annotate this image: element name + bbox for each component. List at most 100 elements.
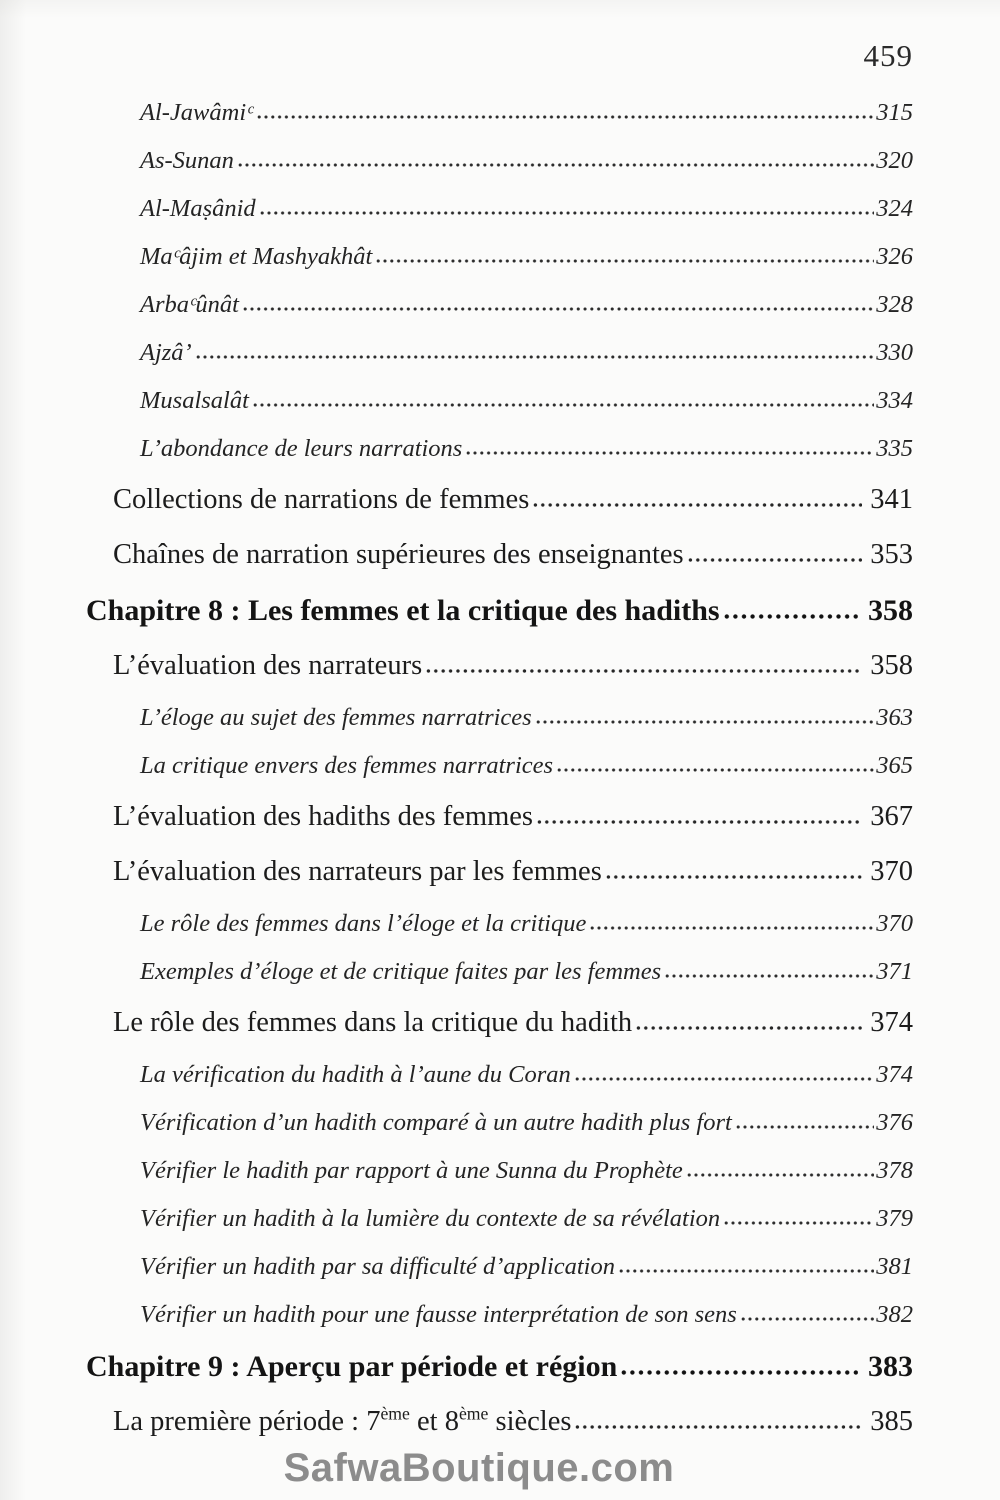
dot-leader xyxy=(686,1157,875,1178)
toc-entry: Collections de narrations de femmes 341 xyxy=(86,483,913,516)
toc-entry-label: Musalsalât xyxy=(140,387,249,414)
toc-entry-label: Chapitre 9 : Aperçu par période et régio… xyxy=(86,1350,618,1383)
toc-entry: Exemples d’éloge et de critique faites p… xyxy=(86,958,913,986)
toc-entry-label: Vérifier un hadith à la lumière du conte… xyxy=(140,1205,721,1232)
toc-entry-label: Le rôle des femmes dans l’éloge et la cr… xyxy=(140,910,587,937)
toc-entry-page: 370 xyxy=(870,856,913,887)
toc-entry-label: Vérifier un hadith par sa difficulté d’a… xyxy=(140,1253,615,1280)
toc-entry: L’évaluation des narrateurs 358 xyxy=(86,649,913,682)
dot-leader xyxy=(740,1301,875,1322)
toc-entry-page: 379 xyxy=(876,1205,913,1232)
dot-leader xyxy=(252,387,875,408)
toc-entry: Chapitre 8 : Les femmes et la critique d… xyxy=(86,593,913,628)
toc-entry-page: 353 xyxy=(870,539,913,570)
toc-entry-label: Arbaᶜûnât xyxy=(140,291,239,318)
toc-entry: Ajzâ’ 330 xyxy=(86,339,913,367)
toc-entry: Le rôle des femmes dans l’éloge et la cr… xyxy=(86,910,913,938)
toc-entry: Musalsalât 334 xyxy=(86,387,913,415)
dot-leader xyxy=(259,195,875,216)
toc-entry: As-Sunan 320 xyxy=(86,147,913,175)
toc-entry-label: Vérification d’un hadith comparé à un au… xyxy=(140,1109,732,1136)
toc-entry: Vérifier le hadith par rapport à une Sun… xyxy=(86,1157,913,1185)
toc-entry-page: 326 xyxy=(876,243,913,270)
toc-entry: Vérification d’un hadith comparé à un au… xyxy=(86,1109,913,1137)
dot-leader xyxy=(590,910,875,931)
dot-leader xyxy=(605,856,863,880)
toc-entry-label: Chaînes de narration supérieures des ens… xyxy=(113,539,684,570)
toc-entry-page: 381 xyxy=(876,1253,913,1280)
toc-entry-page: 370 xyxy=(876,910,913,937)
toc-entry-label: La critique envers des femmes narratrice… xyxy=(140,752,554,779)
toc-entry-page: 371 xyxy=(876,958,913,985)
toc-entry-page: 324 xyxy=(876,195,913,222)
toc-entry-page: 341 xyxy=(870,484,913,515)
toc-entry-page: 330 xyxy=(876,339,913,366)
toc-entry: Le rôle des femmes dans la critique du h… xyxy=(86,1006,913,1039)
toc-entry: Vérifier un hadith pour une fausse inter… xyxy=(86,1301,913,1329)
dot-leader xyxy=(724,1205,875,1226)
toc-entry: Al-Jawâmiᶜ 315 xyxy=(86,99,913,127)
toc-entry: L’abondance de leurs narrations 335 xyxy=(86,435,913,463)
dot-leader xyxy=(574,1061,875,1082)
toc-entry-label: La première période : 7ème et 8ème siècl… xyxy=(113,1403,572,1437)
toc-entry: Vérifier un hadith par sa difficulté d’a… xyxy=(86,1253,913,1281)
toc-entry-label: L’abondance de leurs narrations xyxy=(140,435,463,462)
toc-entry-page: 383 xyxy=(868,1350,913,1383)
toc-entry-page: 358 xyxy=(870,650,913,681)
toc-entry: Al-Maṣânid 324 xyxy=(86,195,913,223)
toc-entry-page: 320 xyxy=(876,147,913,174)
toc-entry-page: 374 xyxy=(870,1007,913,1038)
toc-entry-label: Al-Jawâmiᶜ xyxy=(140,99,253,126)
toc-entry-page: 374 xyxy=(876,1061,913,1088)
toc-entry-page: 358 xyxy=(868,594,913,627)
dot-leader xyxy=(723,595,858,620)
toc-entry-label: As-Sunan xyxy=(140,147,234,174)
toc-entry-label: Maᶜâjim et Mashyakhât xyxy=(140,243,373,270)
toc-entry-label: Exemples d’éloge et de critique faites p… xyxy=(140,958,662,985)
toc-entry-page: 334 xyxy=(876,387,913,414)
dot-leader xyxy=(619,1253,875,1274)
toc-entry-label: L’évaluation des narrateurs xyxy=(113,650,423,681)
dot-leader xyxy=(687,539,863,563)
toc-entry: La critique envers des femmes narratrice… xyxy=(86,752,913,780)
watermark-text: SafwaBoutique.com xyxy=(283,1446,675,1490)
dot-leader xyxy=(533,484,863,508)
toc-entry: Maᶜâjim et Mashyakhât 326 xyxy=(86,243,913,271)
dot-leader xyxy=(243,291,875,312)
dot-leader xyxy=(665,958,875,979)
dot-leader xyxy=(537,801,863,825)
toc-entry-label: L’évaluation des hadiths des femmes xyxy=(113,801,534,832)
toc-entry: Chaînes de narration supérieures des ens… xyxy=(86,538,913,571)
toc-entry: La première période : 7ème et 8ème siècl… xyxy=(86,1405,913,1438)
toc-entry-page: 328 xyxy=(876,291,913,318)
toc-entry-label: La vérification du hadith à l’aune du Co… xyxy=(140,1061,571,1088)
toc-entry-label: Chapitre 8 : Les femmes et la critique d… xyxy=(86,594,720,627)
toc-entry: Vérifier un hadith à la lumière du conte… xyxy=(86,1205,913,1233)
toc-entry-page: 335 xyxy=(876,435,913,462)
dot-leader xyxy=(195,339,875,360)
toc-entry-label: Vérifier un hadith pour une fausse inter… xyxy=(140,1301,737,1328)
table-of-contents: Al-Jawâmiᶜ 315 As-Sunan 320 Al-Maṣânid 324 Maᶜ… xyxy=(86,99,913,1460)
toc-entry-page: 363 xyxy=(876,704,913,731)
toc-entry-page: 378 xyxy=(876,1157,913,1184)
toc-entry-page: 315 xyxy=(876,99,913,126)
dot-leader xyxy=(621,1351,858,1376)
toc-entry-label: Le rôle des femmes dans la critique du h… xyxy=(113,1007,633,1038)
dot-leader xyxy=(426,650,863,674)
dot-leader xyxy=(256,99,875,120)
toc-entry-page: 365 xyxy=(876,752,913,779)
toc-entry-page: 367 xyxy=(870,801,913,832)
toc-entry-label: Ajzâ’ xyxy=(140,339,192,366)
toc-entry-page: 376 xyxy=(876,1109,913,1136)
dot-leader xyxy=(237,147,875,168)
toc-entry-label: Vérifier le hadith par rapport à une Sun… xyxy=(140,1157,683,1184)
toc-entry: Arbaᶜûnât 328 xyxy=(86,291,913,319)
dot-leader xyxy=(466,435,875,456)
toc-entry-page: 382 xyxy=(876,1301,913,1328)
toc-entry-label: Al-Maṣânid xyxy=(140,195,256,222)
dot-leader xyxy=(636,1007,863,1031)
page-number: 459 xyxy=(863,38,913,73)
toc-entry: L’évaluation des narrateurs par les femm… xyxy=(86,855,913,888)
toc-entry-page: 385 xyxy=(870,1406,913,1437)
